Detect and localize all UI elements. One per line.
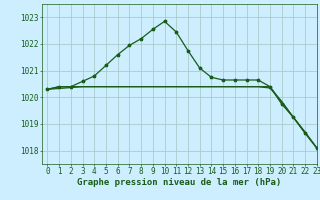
X-axis label: Graphe pression niveau de la mer (hPa): Graphe pression niveau de la mer (hPa) xyxy=(77,178,281,187)
